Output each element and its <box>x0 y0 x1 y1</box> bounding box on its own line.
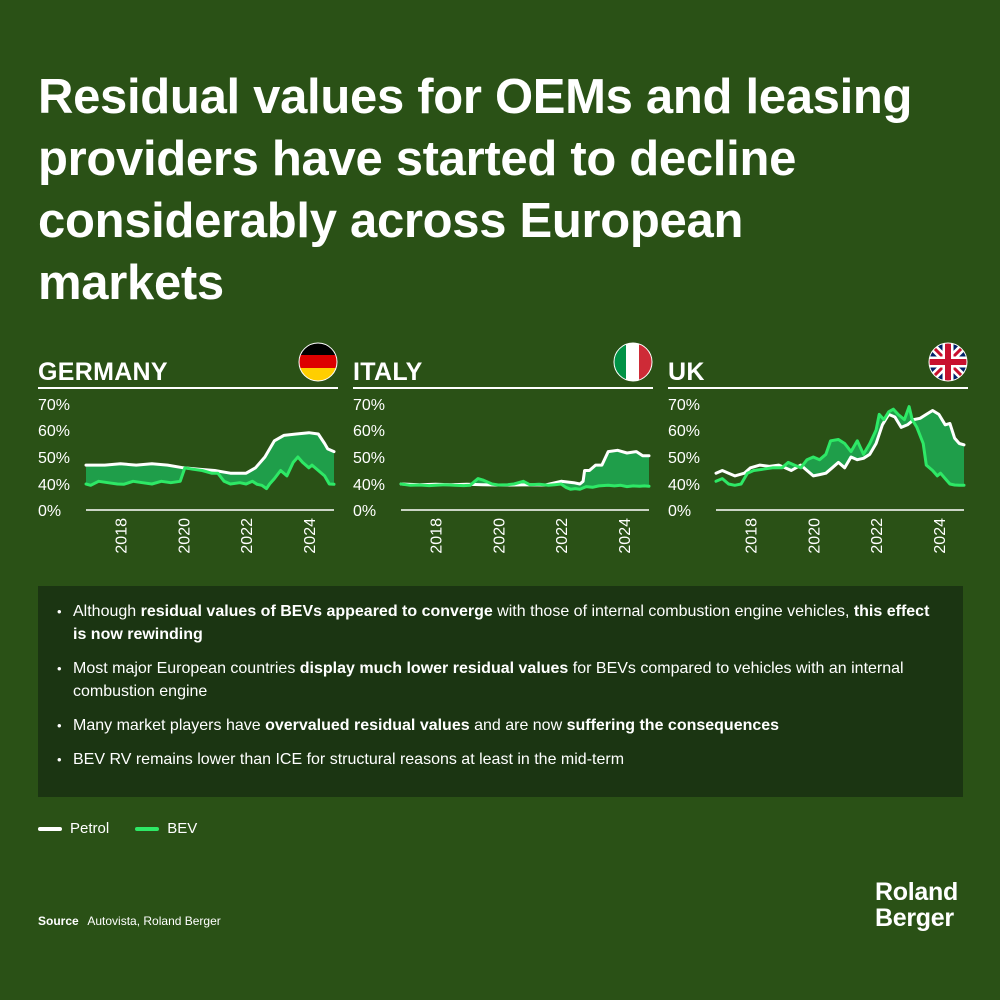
roland-berger-logo: Roland Berger <box>875 879 958 931</box>
y-tick-label: 50% <box>353 450 385 467</box>
logo-line: Berger <box>875 904 954 932</box>
y-tick-label: 70% <box>668 397 700 414</box>
y-tick-label: 0% <box>668 503 691 520</box>
y-tick-label: 0% <box>38 503 61 520</box>
bullet-item: Although residual values of BEVs appeare… <box>57 600 943 646</box>
gap-area <box>401 450 649 490</box>
y-tick-label: 60% <box>353 423 385 440</box>
source-text: Autovista, Roland Berger <box>87 914 221 928</box>
bullet-emphasis: display much lower residual values <box>299 660 569 677</box>
legend-label: Petrol <box>70 820 110 837</box>
y-tick-label: 60% <box>38 423 70 440</box>
series-line-bev <box>399 477 651 491</box>
x-tick-label: 2024 <box>302 518 319 554</box>
bullet-emphasis: residual values of BEVs appeared to conv… <box>140 603 493 620</box>
bullet-item: Most major European countries display mu… <box>57 657 943 703</box>
divider <box>668 387 968 389</box>
y-tick-label: 60% <box>668 423 700 440</box>
chart-panel-germany: GERMANY 0% 40% 50% 60% 70% 2018 2020 2022 2024 <box>38 338 338 588</box>
x-tick-label: 2022 <box>554 518 571 554</box>
series-line-bev <box>714 405 966 487</box>
y-tick-label: 50% <box>38 450 70 467</box>
y-tick-label: 40% <box>668 477 700 494</box>
germany-flag-icon <box>298 342 338 382</box>
page-title: Residual values for OEMs and leasing pro… <box>38 70 913 310</box>
bullet-item: BEV RV remains lower than ICE for struct… <box>57 748 943 771</box>
bullet-text: Most major European countries <box>73 660 300 677</box>
bullet-text: with those of internal combustion engine… <box>492 603 854 620</box>
chart-panel-uk: UK 0% 40% 50% 60% 70% 2018 2020 2022 2024 <box>668 338 968 588</box>
y-tick-label: 40% <box>38 477 70 494</box>
bullet-text: and are now <box>469 717 567 734</box>
key-findings-box: Although residual values of BEVs appeare… <box>38 586 963 797</box>
legend-label: BEV <box>167 820 198 837</box>
y-tick-label: 0% <box>353 503 376 520</box>
legend-swatch-bev <box>135 826 160 831</box>
x-tick-label: 2018 <box>114 518 131 554</box>
legend-swatch-petrol <box>38 826 62 831</box>
chart-title: ITALY <box>353 358 423 386</box>
source-note: Source Autovista, Roland Berger <box>38 914 221 928</box>
x-tick-label: 2018 <box>429 518 446 554</box>
chart-germany: 0% 40% 50% 60% 70% 2018 2020 2022 2024 <box>38 397 336 554</box>
bullet-list: Although residual values of BEVs appeare… <box>57 600 943 771</box>
series-line-bev <box>84 455 336 491</box>
x-tick-label: 2024 <box>617 518 634 554</box>
divider <box>353 387 653 389</box>
legend-item-petrol: Petrol <box>38 820 109 837</box>
chart-italy: 0% 40% 50% 60% 70% 2018 2020 2022 2024 <box>353 397 651 554</box>
x-tick-label: 2020 <box>176 518 193 554</box>
series-line-petrol <box>84 431 336 475</box>
source-label: Source <box>38 914 79 928</box>
y-tick-label: 70% <box>353 397 385 414</box>
legend: Petrol BEV <box>38 820 197 837</box>
chart-panel-italy: ITALY 0% 40% 50% 60% 70% 2018 2020 2022 2024 <box>353 338 653 588</box>
series-line-petrol <box>714 409 966 478</box>
bullet-emphasis: suffering the consequences <box>566 717 780 734</box>
x-tick-label: 2022 <box>869 518 886 554</box>
bullet-item: Many market players have overvalued resi… <box>57 714 943 737</box>
chart-title: GERMANY <box>38 358 168 386</box>
x-tick-label: 2022 <box>239 518 256 554</box>
bullet-text: Many market players have <box>73 717 266 734</box>
bullet-emphasis: this effect is now rewinding <box>73 603 930 643</box>
y-tick-label: 40% <box>353 477 385 494</box>
legend-item-bev: BEV <box>135 820 197 837</box>
italy-flag-icon <box>613 342 653 382</box>
x-tick-label: 2020 <box>806 518 823 554</box>
bullet-emphasis: overvalued residual values <box>265 717 470 734</box>
bullet-text: BEV RV remains lower than ICE for struct… <box>73 751 625 768</box>
x-tick-label: 2018 <box>744 518 761 554</box>
divider <box>38 387 338 389</box>
x-tick-label: 2020 <box>491 518 508 554</box>
bullet-text: Although <box>73 603 141 620</box>
uk-flag-icon <box>928 342 968 382</box>
y-tick-label: 70% <box>38 397 70 414</box>
x-tick-label: 2024 <box>932 518 949 554</box>
y-tick-label: 50% <box>668 450 700 467</box>
bullet-text: for BEVs compared to vehicles with an in… <box>73 660 904 700</box>
chart-title: UK <box>668 358 705 386</box>
chart-uk: 0% 40% 50% 60% 70% 2018 2020 2022 2024 <box>668 397 966 554</box>
logo-line: Roland <box>875 878 958 906</box>
